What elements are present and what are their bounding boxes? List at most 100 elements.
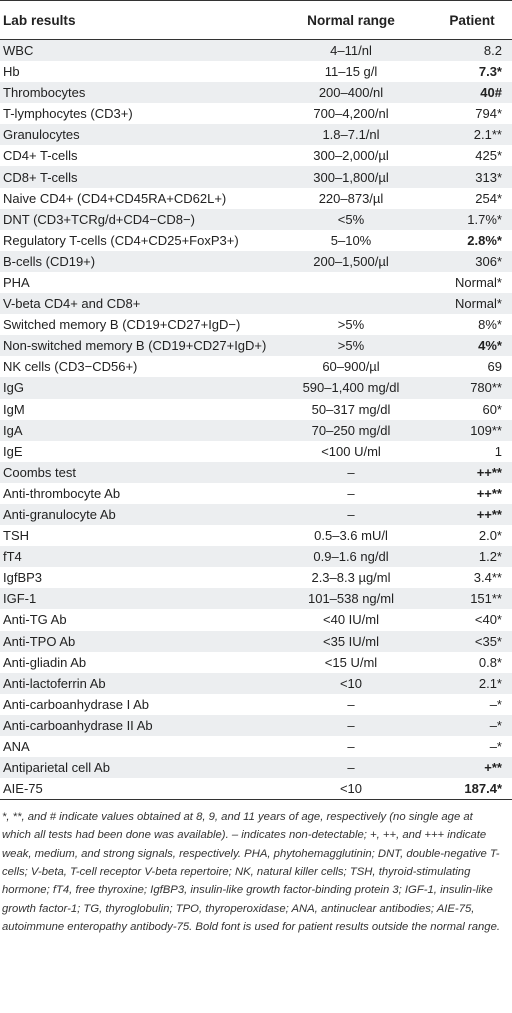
lab-name-cell: DNT (CD3+TCRg/d+CD4−CD8−): [0, 208, 270, 230]
table-row: AIE-75 <10 187.4*: [0, 778, 512, 801]
normal-range-cell: –: [270, 736, 432, 758]
lab-name-cell: T-lymphocytes (CD3+): [0, 103, 270, 125]
table-row: ANA – –*: [0, 736, 512, 758]
patient-value-cell: –*: [432, 736, 512, 758]
patient-value-cell: ++**: [432, 503, 512, 526]
lab-name-cell: Non-switched memory B (CD19+CD27+IgD+): [0, 335, 270, 357]
lab-name-cell: Regulatory T-cells (CD4+CD25+FoxP3+): [0, 229, 270, 251]
normal-range-cell: >5%: [270, 335, 432, 357]
header-normal-range: Normal range: [270, 0, 432, 40]
lab-name-cell: WBC: [0, 39, 270, 61]
patient-value-cell: 1: [432, 440, 512, 462]
patient-value-cell: +**: [432, 757, 512, 779]
patient-value-cell: 780**: [432, 377, 512, 399]
lab-name-cell: Switched memory B (CD19+CD27+IgD−): [0, 314, 270, 336]
normal-range-cell: –: [270, 693, 432, 715]
lab-name-cell: CD4+ T-cells: [0, 145, 270, 167]
normal-range-cell: 300–2,000/µl: [270, 145, 432, 167]
table-row: V-beta CD4+ and CD8+ Normal*: [0, 293, 512, 315]
table-row: Anti-thrombocyte Ab – ++**: [0, 482, 512, 504]
table-body: WBC 4–11/nl 8.2 Hb 11–15 g/l 7.3* Thrombocytes…: [0, 39, 512, 801]
normal-range-cell: 300–1,800/µl: [270, 166, 432, 188]
table-row: Switched memory B (CD19+CD27+IgD−) >5% 8%*: [0, 314, 512, 336]
table-row: Thrombocytes 200–400/nl 40#: [0, 82, 512, 104]
normal-range-cell: –: [270, 461, 432, 483]
patient-value-cell: 187.4*: [432, 778, 512, 801]
normal-range-cell: 50–317 mg/dl: [270, 398, 432, 420]
patient-value-cell: 151**: [432, 588, 512, 610]
lab-name-cell: Anti-carboanhydrase I Ab: [0, 693, 270, 715]
table-row: Granulocytes 1.8–7.1/nl 2.1**: [0, 124, 512, 146]
patient-value-cell: 4%*: [432, 335, 512, 357]
patient-value-cell: ++**: [432, 461, 512, 483]
lab-name-cell: Granulocytes: [0, 124, 270, 146]
lab-name-cell: IgG: [0, 377, 270, 399]
lab-name-cell: Thrombocytes: [0, 82, 270, 104]
normal-range-cell: <35 IU/ml: [270, 630, 432, 652]
table-row: CD8+ T-cells 300–1,800/µl 313*: [0, 166, 512, 188]
table-row: T-lymphocytes (CD3+) 700–4,200/nl 794*: [0, 103, 512, 125]
normal-range-cell: –: [270, 503, 432, 526]
normal-range-cell: 101–538 ng/ml: [270, 588, 432, 610]
lab-name-cell: TSH: [0, 525, 270, 547]
patient-value-cell: –*: [432, 693, 512, 715]
patient-value-cell: 7.3*: [432, 61, 512, 83]
lab-name-cell: V-beta CD4+ and CD8+: [0, 293, 270, 315]
table-row: IGF-1 101–538 ng/ml 151**: [0, 588, 512, 610]
patient-value-cell: <35*: [432, 630, 512, 652]
lab-name-cell: Anti-thrombocyte Ab: [0, 482, 270, 504]
patient-value-cell: –*: [432, 714, 512, 736]
table-row: NK cells (CD3−CD56+) 60–900/µl 69: [0, 356, 512, 378]
normal-range-cell: [270, 293, 432, 315]
normal-range-cell: 590–1,400 mg/dl: [270, 377, 432, 399]
patient-value-cell: ++**: [432, 482, 512, 504]
table-row: Anti-TG Ab <40 IU/ml <40*: [0, 609, 512, 631]
normal-range-cell: <15 U/ml: [270, 651, 432, 673]
normal-range-cell: 700–4,200/nl: [270, 103, 432, 125]
normal-range-cell: 200–400/nl: [270, 82, 432, 104]
patient-value-cell: 794*: [432, 103, 512, 125]
table-row: Anti-carboanhydrase II Ab – –*: [0, 714, 512, 736]
normal-range-cell: <40 IU/ml: [270, 609, 432, 631]
patient-value-cell: 109**: [432, 419, 512, 441]
lab-name-cell: IgE: [0, 440, 270, 462]
lab-name-cell: Naive CD4+ (CD4+CD45RA+CD62L+): [0, 187, 270, 209]
patient-value-cell: 8%*: [432, 314, 512, 336]
table-row: Coombs test – ++**: [0, 461, 512, 483]
normal-range-cell: <10: [270, 778, 432, 801]
table-footnote: *, **, and # indicate values obtained at…: [2, 811, 500, 933]
patient-value-cell: <40*: [432, 609, 512, 631]
table-row: IgA 70–250 mg/dl 109**: [0, 419, 512, 441]
normal-range-cell: >5%: [270, 314, 432, 336]
lab-name-cell: IgfBP3: [0, 567, 270, 589]
normal-range-cell: 11–15 g/l: [270, 61, 432, 83]
patient-value-cell: 254*: [432, 187, 512, 209]
patient-value-cell: 0.8*: [432, 651, 512, 673]
patient-value-cell: 3.4**: [432, 567, 512, 589]
lab-results-document: Lab results Normal range Patient WBC 4–11…: [0, 0, 512, 933]
lab-name-cell: Coombs test: [0, 461, 270, 483]
table-row: Antiparietal cell Ab – +**: [0, 757, 512, 779]
table-row: TSH 0.5–3.6 mU/l 2.0*: [0, 525, 512, 547]
lab-name-cell: Anti-granulocyte Ab: [0, 503, 270, 526]
patient-value-cell: 2.1*: [432, 672, 512, 694]
header-patient: Patient: [432, 0, 512, 40]
normal-range-cell: –: [270, 482, 432, 504]
table-row: Anti-lactoferrin Ab <10 2.1*: [0, 672, 512, 694]
patient-value-cell: 313*: [432, 166, 512, 188]
patient-value-cell: Normal*: [432, 271, 512, 294]
patient-value-cell: 1.7%*: [432, 208, 512, 230]
lab-name-cell: CD8+ T-cells: [0, 166, 270, 188]
patient-value-cell: Normal*: [432, 293, 512, 315]
lab-name-cell: B-cells (CD19+): [0, 250, 270, 272]
table-row: Anti-carboanhydrase I Ab – –*: [0, 693, 512, 715]
lab-name-cell: IgM: [0, 398, 270, 420]
table-row: Anti-gliadin Ab <15 U/ml 0.8*: [0, 651, 512, 673]
lab-name-cell: Anti-carboanhydrase II Ab: [0, 714, 270, 736]
table-row: Regulatory T-cells (CD4+CD25+FoxP3+) 5–10…: [0, 229, 512, 251]
table-row: DNT (CD3+TCRg/d+CD4−CD8−) <5% 1.7%*: [0, 208, 512, 230]
lab-name-cell: PHA: [0, 271, 270, 294]
lab-name-cell: AIE-75: [0, 778, 270, 801]
patient-value-cell: 425*: [432, 145, 512, 167]
patient-value-cell: 60*: [432, 398, 512, 420]
